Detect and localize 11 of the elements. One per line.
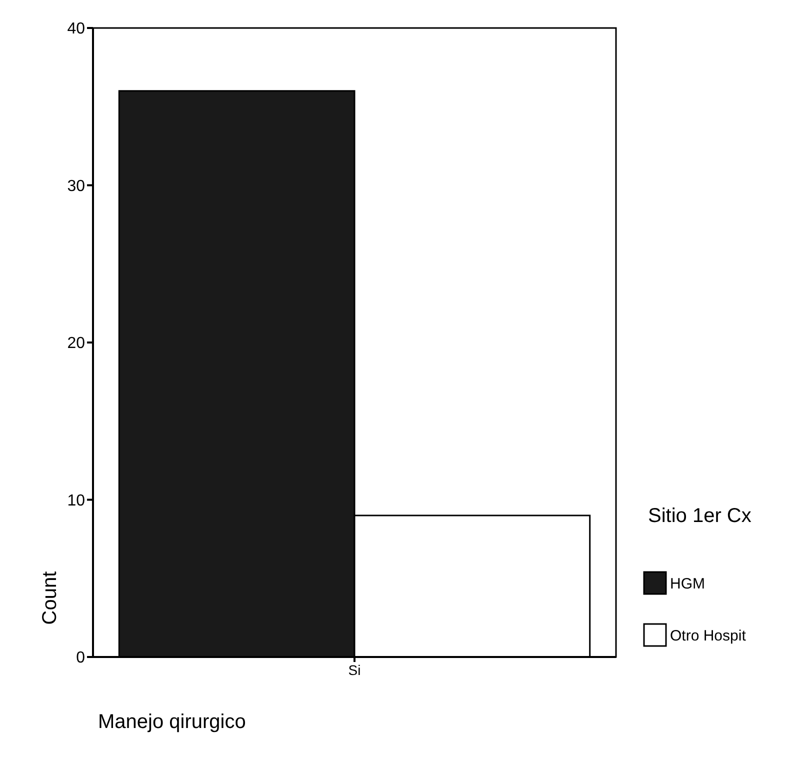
legend-label: Otro Hospit [670, 627, 747, 644]
y-tick-label: 20 [67, 335, 86, 352]
x-axis-title: Manejo qirurgico [98, 711, 246, 733]
y-tick-label: 0 [76, 650, 86, 667]
y-tick-label: 30 [67, 178, 86, 195]
y-tick-label: 10 [67, 492, 86, 510]
x-tick-label: Si [348, 662, 361, 678]
legend-title: Sitio 1er Cx [648, 505, 752, 527]
y-tick-label: 40 [67, 20, 86, 38]
y-axis-title: Count [39, 570, 61, 625]
legend-label: HGM [670, 575, 705, 592]
